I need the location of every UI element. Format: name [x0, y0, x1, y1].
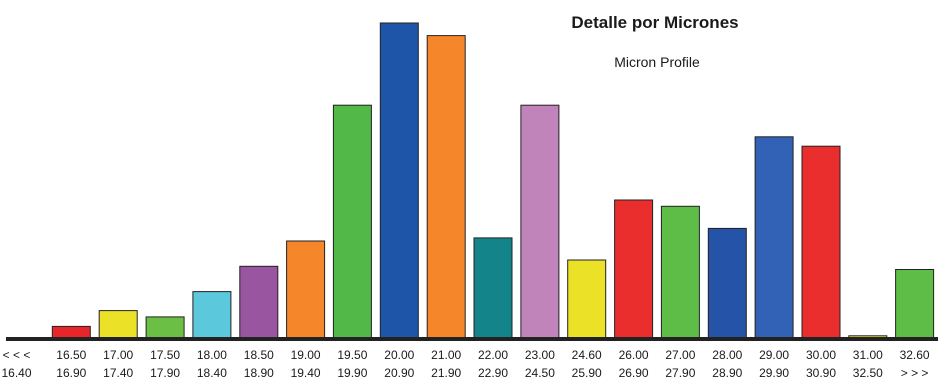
tick-label-top: 17.00 [103, 348, 133, 362]
chart-title: Detalle por Micrones [571, 13, 738, 32]
tick-label-top: < < < [3, 348, 31, 362]
tick-label-bottom: 29.90 [759, 366, 789, 380]
tick-label-bottom: 19.40 [291, 366, 321, 380]
tick-label-bottom: 19.90 [337, 366, 367, 380]
bars-group [51, 22, 935, 340]
bar-1750-3 [145, 316, 185, 340]
tick-label-bottom: 16.90 [56, 366, 86, 380]
tick-label-bottom: 32.50 [853, 366, 883, 380]
tick-label-bottom: 24.50 [525, 366, 555, 380]
tick-label-bottom: 20.90 [384, 366, 414, 380]
bar-2800-15 [707, 227, 747, 340]
tick-label-top: 18.00 [197, 348, 227, 362]
tick-label-bottom: 27.90 [665, 366, 695, 380]
tick-label-top: 30.00 [806, 348, 836, 362]
tick-label-top: 31.00 [853, 348, 883, 362]
tick-label-bottom: > > > [901, 366, 929, 380]
tick-label-bottom: 17.40 [103, 366, 133, 380]
tick-label-bottom: 18.40 [197, 366, 227, 380]
tick-label-bottom: 18.90 [244, 366, 274, 380]
tick-label-top: 29.00 [759, 348, 789, 362]
bar-1950-7 [332, 104, 372, 340]
bar-1850-5 [239, 265, 279, 340]
tick-label-bottom: 17.90 [150, 366, 180, 380]
tick-label-top: 23.00 [525, 348, 555, 362]
tick-label-bottom: 30.90 [806, 366, 836, 380]
tick-label-top: 22.00 [478, 348, 508, 362]
bar-2200-10 [473, 237, 513, 340]
bar-2460-12 [567, 259, 607, 340]
tick-label-top: 17.50 [150, 348, 180, 362]
x-axis-baseline [6, 337, 938, 341]
tick-labels-group: < < < 16.40 16.50 16.90 17.00 17.40 17.50 17.90… [1, 348, 929, 380]
bar-2600-13 [614, 199, 654, 340]
tick-label-top: 19.00 [291, 348, 321, 362]
tick-label-top: 19.50 [337, 348, 367, 362]
chart-subtitle: Micron Profile [614, 54, 700, 70]
bar-1900-6 [286, 240, 326, 340]
tick-label-top: 32.60 [900, 348, 930, 362]
bar-2900-16 [754, 136, 794, 340]
tick-label-bottom: 21.90 [431, 366, 461, 380]
tick-label-top: 16.50 [56, 348, 86, 362]
tick-label-top: 20.00 [384, 348, 414, 362]
tick-label-top: 24.60 [572, 348, 602, 362]
tick-label-top: 28.00 [712, 348, 742, 362]
bar-2000-8 [379, 22, 419, 340]
tick-label-top: 27.00 [665, 348, 695, 362]
bar-1700-2 [98, 310, 138, 340]
tick-label-top: 18.50 [244, 348, 274, 362]
tick-label-top: 26.00 [619, 348, 649, 362]
tick-label-bottom: 16.40 [1, 366, 31, 380]
tick-label-bottom: 28.90 [712, 366, 742, 380]
bar-3260-19 [895, 269, 935, 340]
bar-3000-17 [801, 145, 841, 340]
bar-2100-9 [426, 35, 466, 340]
bar-2700-14 [660, 205, 700, 340]
bar-2300-11 [520, 104, 560, 340]
bar-1800-4 [192, 291, 232, 340]
tick-label-bottom: 25.90 [572, 366, 602, 380]
tick-label-top: 21.00 [431, 348, 461, 362]
tick-label-bottom: 22.90 [478, 366, 508, 380]
tick-label-bottom: 26.90 [619, 366, 649, 380]
